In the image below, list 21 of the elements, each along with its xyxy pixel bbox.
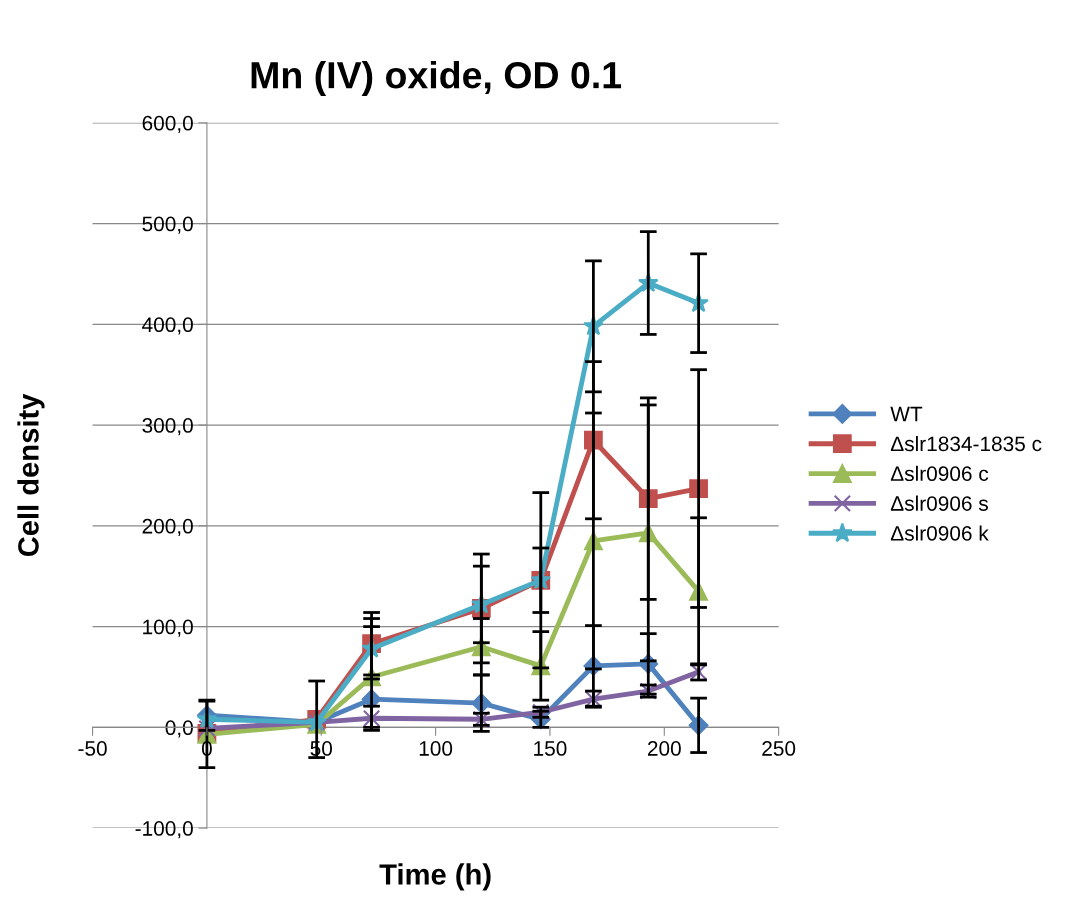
- x-tick-label: -50: [78, 741, 107, 756]
- y-axis-title: Cell density: [17, 393, 45, 557]
- x-tick-label: 200: [647, 741, 681, 756]
- x-tick-label: 100: [419, 741, 453, 756]
- y-tick-label: 200,0: [142, 518, 193, 537]
- y-tick-label: 600,0: [142, 115, 193, 134]
- legend-label: Δslr0906 k: [890, 525, 989, 541]
- legend-label: Δslr1834-1835 c: [890, 435, 1042, 452]
- legend-label: WT: [890, 406, 923, 422]
- y-tick-label: 100,0: [143, 619, 193, 637]
- y-tick-label: 300,0: [142, 418, 193, 436]
- x-tick-label: 150: [534, 741, 567, 756]
- y-tick-label: 0,0: [165, 720, 193, 738]
- x-axis-title: Time (h): [379, 863, 491, 891]
- x-tick-label: 250: [762, 741, 796, 756]
- y-tick-label: -100,0: [135, 821, 193, 839]
- chart-title: Mn (IV) oxide, OD 0.1: [251, 60, 622, 96]
- y-tick-label: 400,0: [142, 317, 193, 335]
- y-tick-label: 500,0: [142, 216, 193, 234]
- legend-label: Δslr0906 c: [890, 465, 989, 482]
- legend-label: Δslr0906 s: [890, 495, 988, 511]
